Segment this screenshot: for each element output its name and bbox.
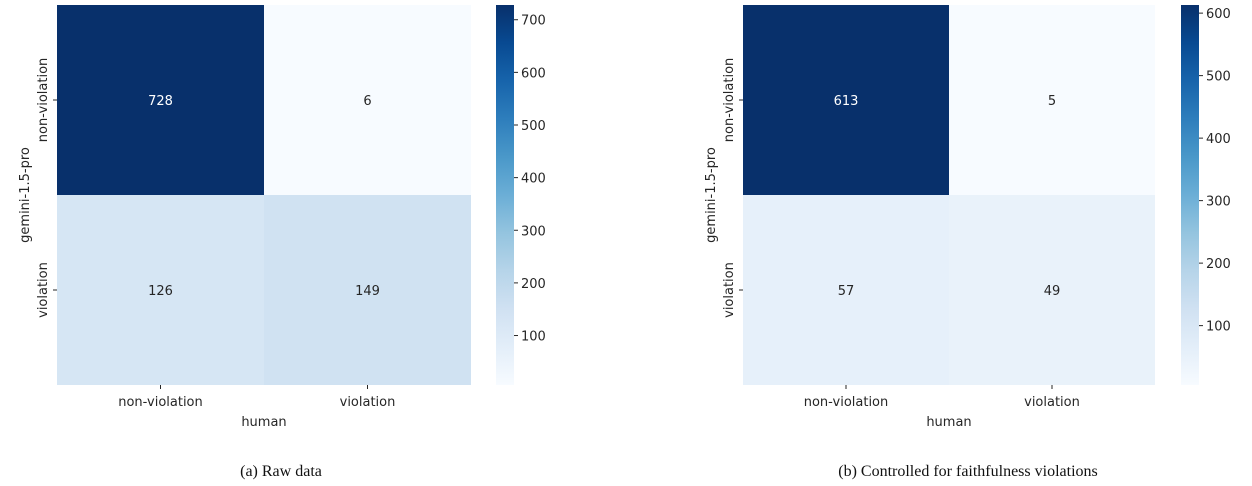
panel-2-cell-r1-c0: [743, 195, 949, 385]
panel-1-ytick-label-0: non-violation: [36, 58, 51, 143]
panel-1-colorbar-tick-label-4: 500: [521, 119, 546, 134]
panel-1-colorbar-tick-label-6: 700: [521, 14, 546, 29]
panel-1-cell-label-r1-c1: 149: [355, 284, 380, 299]
panel-1-y-axis-title: gemini-1.5-pro: [18, 147, 33, 243]
panel-2-cell-label-r0-c1: 5: [1048, 94, 1056, 109]
panel-2-ytick-label-1: violation: [722, 262, 737, 318]
panel-1-ytick-label-1: violation: [36, 262, 51, 318]
panel-2-xtick-label-1: violation: [1024, 395, 1080, 410]
panel-1-colorbar-tick-label-5: 600: [521, 66, 546, 81]
panel-2-colorbar-tick-label-3: 400: [1206, 132, 1231, 147]
panel-1-cell-label-r1-c0: 126: [148, 284, 173, 299]
panel-1-colorbar-tick-label-0: 100: [521, 330, 546, 345]
panel-2-colorbar-tick-label-1: 200: [1206, 257, 1231, 272]
panel-2-xtick-label-0: non-violation: [804, 395, 889, 410]
panel-1-xtick-label-1: violation: [340, 395, 396, 410]
panel-2-colorbar-tick-label-2: 300: [1206, 195, 1231, 210]
panel-2-colorbar-tick-label-4: 500: [1206, 70, 1231, 85]
panel-1-colorbar-tick-label-1: 200: [521, 277, 546, 292]
panel-2-cell-r0-c0: [743, 5, 949, 195]
panel-2: 613 5 57 49 non-violation violation non-violat…: [704, 5, 1231, 480]
panel-1-cell-r0-c1: [264, 5, 471, 195]
panel-1-colorbar-tick-label-2: 300: [521, 224, 546, 239]
panel-1-cell-label-r0-c0: 728: [148, 94, 173, 109]
panel-1-caption: (a) Raw data: [240, 463, 322, 480]
panel-2-x-axis-title: human: [926, 415, 971, 430]
panel-1-cell-label-r0-c1: 6: [363, 94, 371, 109]
panel-2-colorbar-tick-label-0: 100: [1206, 320, 1231, 335]
panel-2-colorbar: [1181, 5, 1199, 385]
panel-2-ytick-label-0: non-violation: [722, 58, 737, 143]
panel-2-cell-label-r0-c0: 613: [834, 94, 859, 109]
panel-2-caption: (b) Controlled for faithfulness violatio…: [838, 463, 1098, 480]
panel-1-xtick-label-0: non-violation: [118, 395, 203, 410]
panel-1-cell-r0-c0: [57, 5, 264, 195]
panel-1-colorbar: [496, 5, 514, 385]
panel-1: 728 6 126 149 non-violation violation non-viol…: [18, 5, 546, 480]
panel-1-cell-r1-c1: [264, 195, 471, 385]
panel-1-cell-r1-c0: [57, 195, 264, 385]
panel-2-colorbar-tick-label-5: 600: [1206, 7, 1231, 22]
panel-2-cell-r1-c1: [949, 195, 1155, 385]
panel-2-cell-r0-c1: [949, 5, 1155, 195]
panel-1-colorbar-tick-label-3: 400: [521, 172, 546, 187]
panel-2-cell-label-r1-c1: 49: [1044, 284, 1061, 299]
panel-1-x-axis-title: human: [241, 415, 286, 430]
panel-2-y-axis-title: gemini-1.5-pro: [704, 147, 719, 243]
panel-2-cell-label-r1-c0: 57: [838, 284, 855, 299]
